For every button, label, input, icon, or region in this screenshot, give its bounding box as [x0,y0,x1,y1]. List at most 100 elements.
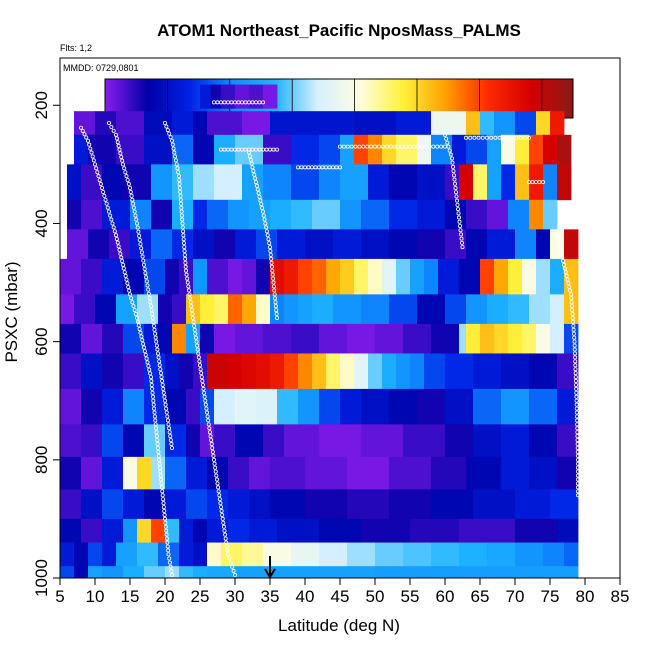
heatmap-cell [270,456,306,490]
heatmap-cell [144,566,166,579]
observation-point [121,162,126,167]
heatmap-cell [305,229,334,260]
observation-point [193,335,198,340]
heatmap-cell [193,542,208,567]
observation-point [571,331,576,336]
observation-point [273,304,278,309]
observation-point [451,169,456,174]
observation-point [570,312,575,317]
heatmap-cell [333,294,362,325]
observation-point [163,524,168,529]
observation-point [450,164,455,169]
heatmap-cell [459,518,516,543]
observation-point [114,136,119,141]
heatmap-cell [116,294,138,325]
observation-point [274,308,279,313]
heatmap-cell [375,542,404,567]
heatmap-cell [172,294,187,325]
heatmap-cell [123,566,145,579]
observation-point [127,185,132,190]
heatmap-cell [60,424,82,458]
observation-point [134,221,139,226]
heatmap-cell [536,323,551,354]
observation-point [572,339,577,344]
heatmap-cell [200,294,215,325]
heatmap-cell [172,134,194,165]
chart-title: ATOM1 Northeast_Pacific NposMass_PALMS [157,21,521,40]
observation-point [446,144,451,149]
heatmap-cell [179,566,194,579]
observation-point [573,379,578,384]
observation-point [273,300,278,305]
heatmap-cell [235,323,264,354]
heatmap-cell [396,353,411,390]
observation-point [111,128,116,133]
observation-point [179,201,184,206]
observation-point [82,132,87,137]
observation-point [267,245,272,250]
observation-point [121,262,126,267]
heatmap-cell [186,489,208,520]
heatmap-cell [445,424,474,458]
heatmap-cell [529,456,558,490]
observation-point [193,331,198,336]
heatmap-cell [123,518,138,543]
observation-point [454,198,459,203]
heatmap-cell [487,294,509,325]
observation-point [407,144,412,149]
observation-point [188,296,193,301]
heatmap-cell [501,164,516,201]
x-tick-label: 60 [436,587,455,606]
observation-point [167,560,172,565]
heatmap-cell [74,542,89,567]
heatmap-cell [165,518,180,543]
observation-point [157,363,162,368]
observation-point [127,292,132,297]
observation-point [225,548,230,553]
observation-point [455,207,460,212]
observation-point [232,573,237,578]
observation-point [218,505,223,510]
observation-point [459,236,464,241]
heatmap-cell [557,388,579,425]
heatmap-cell [165,258,180,295]
heatmap-cell [109,229,131,260]
observation-point [136,323,141,328]
observation-point [118,151,123,156]
heatmap-cell [389,199,418,230]
observation-point [176,174,181,179]
heatmap-cell [410,353,425,390]
heatmap-cell [417,294,446,325]
observation-point [206,418,211,423]
observation-point [177,178,182,183]
heatmap-cell [291,199,313,230]
observation-point [131,205,136,210]
heatmap-cell [368,258,383,295]
heatmap-cell [389,489,432,520]
observation-point [138,330,143,335]
heatmap-cell [291,134,320,165]
observation-point [206,422,211,427]
observation-point [411,144,416,149]
observation-point [198,367,203,372]
observation-point [274,315,279,320]
observation-point [569,292,574,297]
heatmap-cell [102,164,124,201]
observation-point [97,178,102,183]
heatmap-cell [186,424,201,458]
observation-point [165,128,170,133]
heatmap-cell [410,518,460,543]
observation-point [115,240,120,245]
heatmap-cell [431,489,474,520]
observation-point [575,426,580,431]
heatmap-cell [256,294,271,325]
heatmap-cell [312,199,341,230]
heatmap-cell [291,323,320,354]
heatmap-cell [179,353,194,390]
heatmap-cell [466,456,502,490]
heatmap-cell [459,164,474,201]
observation-point [569,296,574,301]
observation-point [564,273,569,278]
observation-point [199,371,204,376]
heatmap-cell [473,353,502,390]
